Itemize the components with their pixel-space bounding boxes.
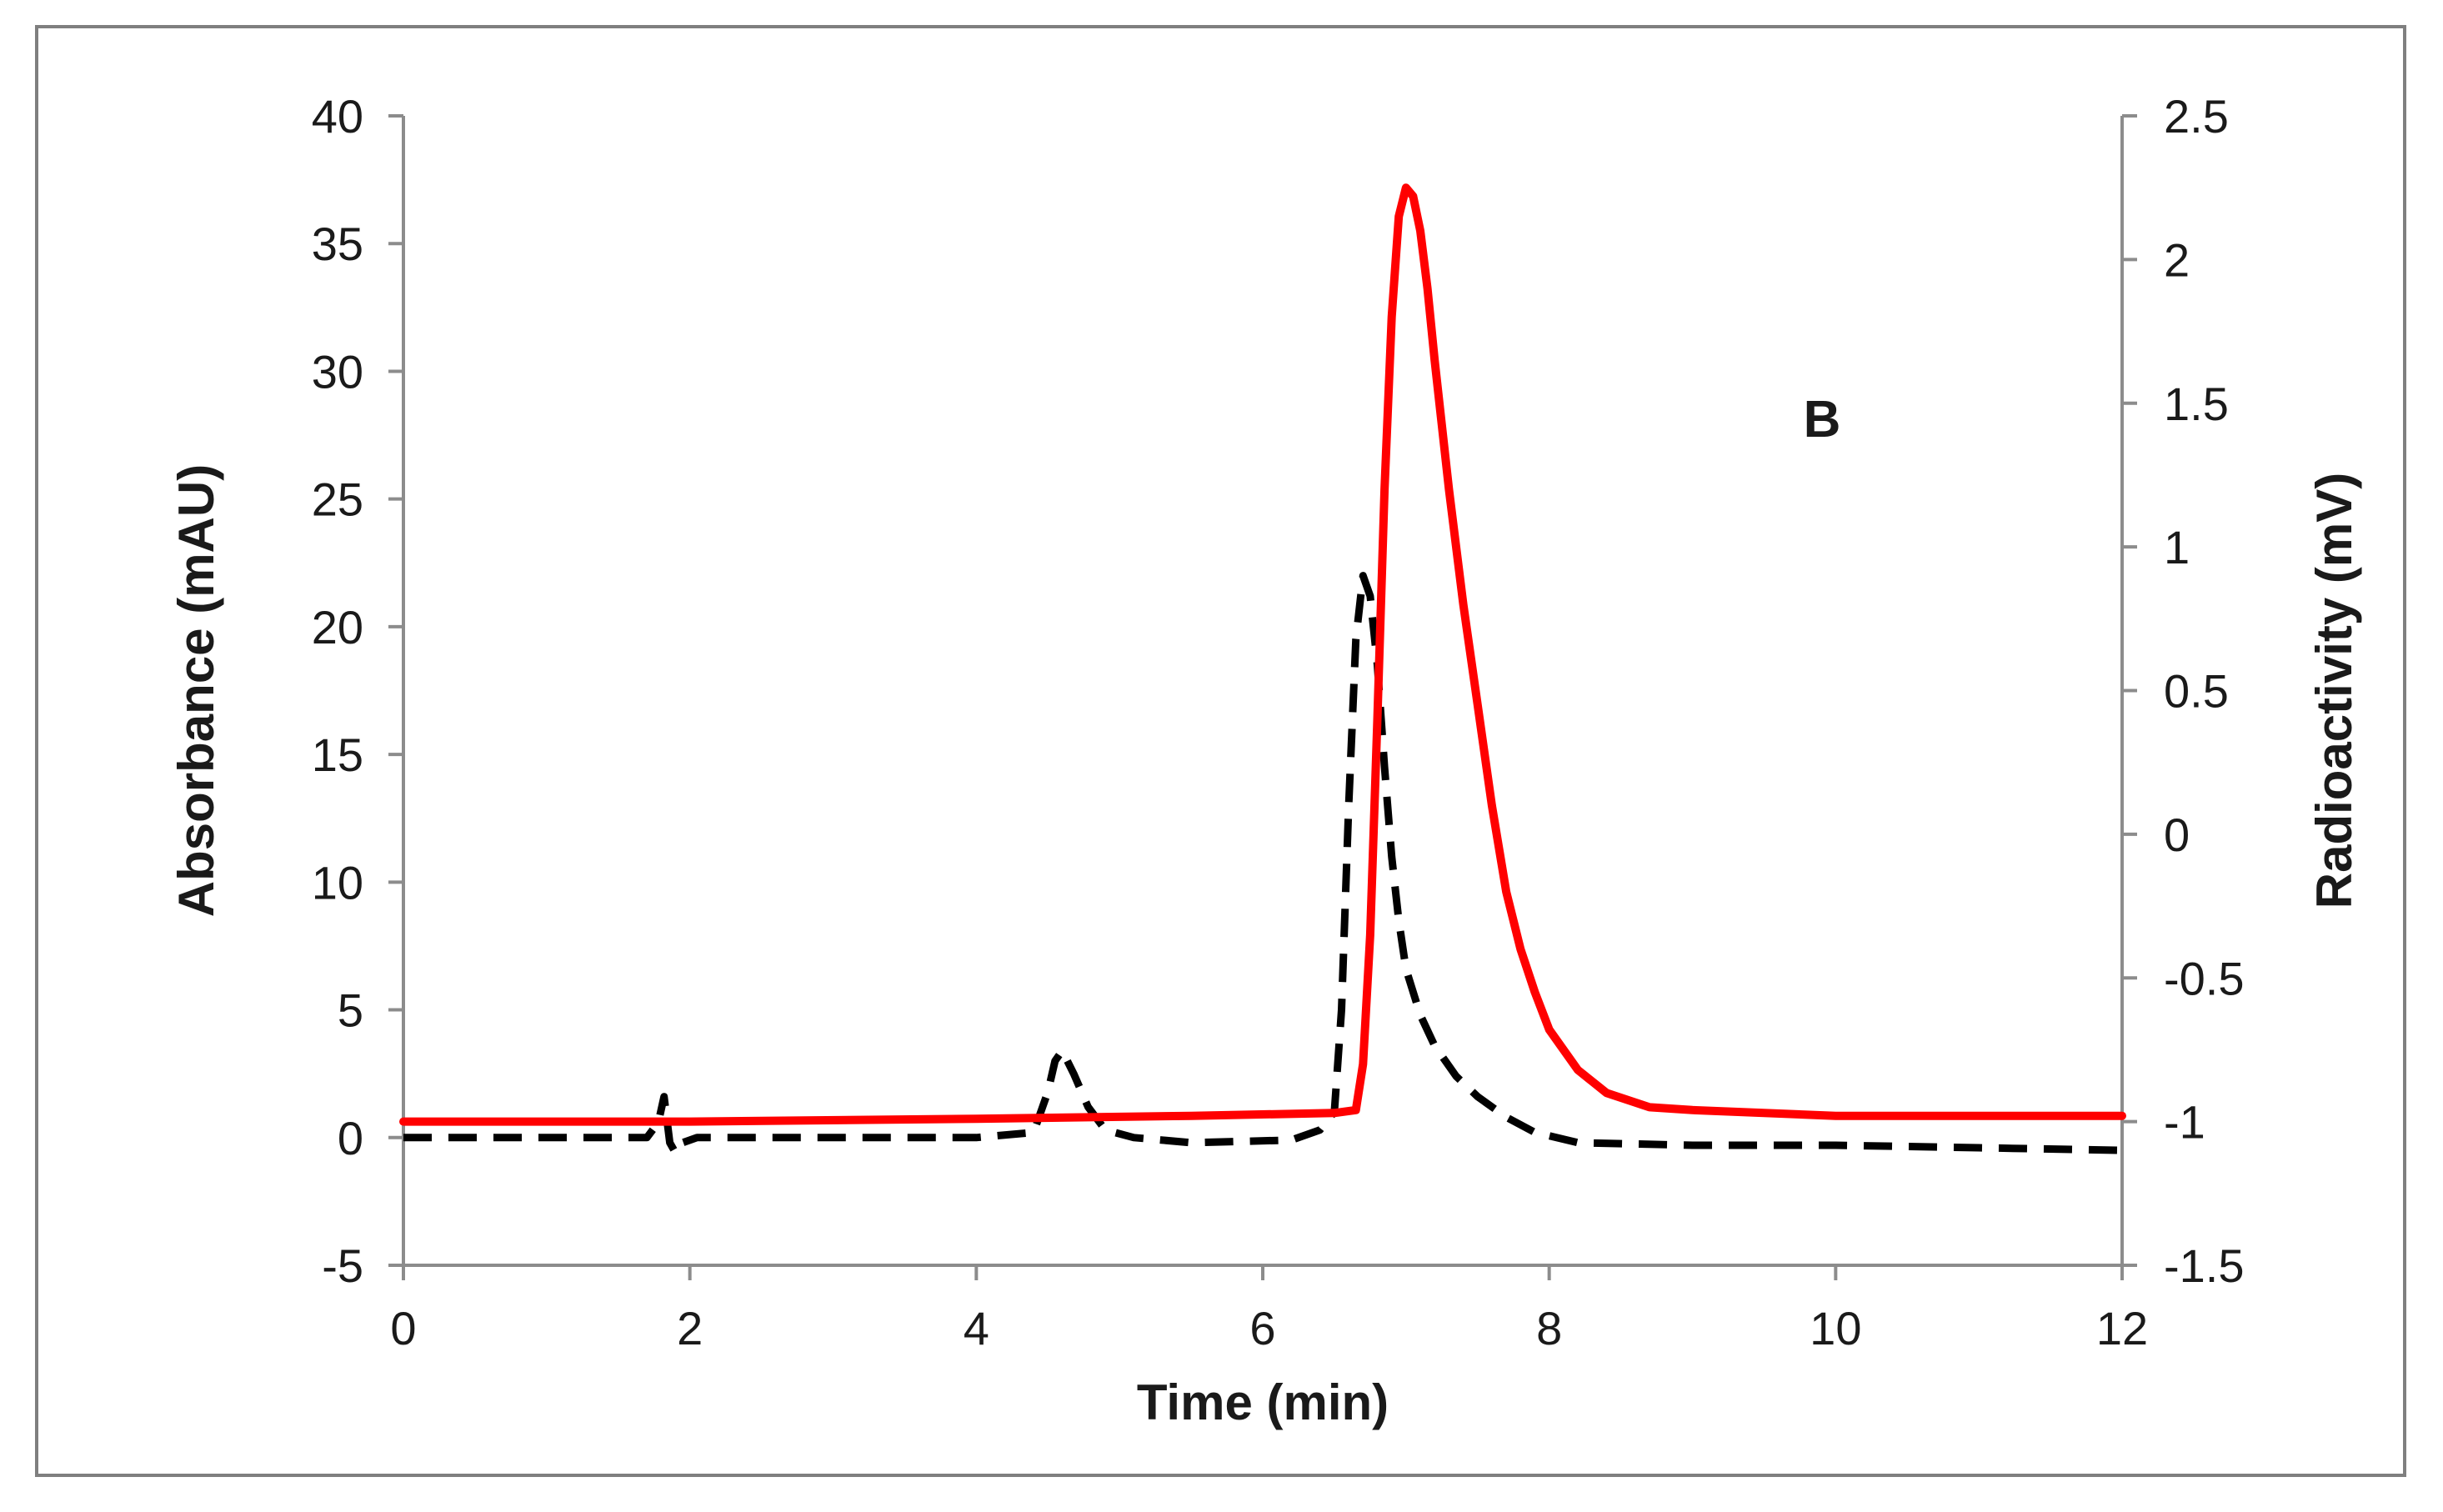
x-tick-label: 8: [1536, 1302, 1562, 1354]
x-tick-label: 10: [1810, 1302, 1861, 1354]
x-tick-label: 6: [1249, 1302, 1275, 1354]
x-tick-label: 0: [390, 1302, 416, 1354]
y-right-tick-label: 1: [2164, 521, 2190, 573]
x-tick-label: 12: [2096, 1302, 2148, 1354]
y-left-tick-label: 0: [338, 1112, 363, 1164]
y-right-tick-label: -0.5: [2164, 952, 2245, 1004]
y-right-tick-label: -1: [2164, 1096, 2205, 1149]
y-left-tick-label: 20: [312, 601, 363, 653]
y-left-tick-label: 25: [312, 473, 363, 526]
series-line-absorbance: [403, 572, 2123, 1157]
y-left-tick-label: 10: [312, 856, 363, 909]
y-left-tick-label: 30: [312, 345, 363, 398]
chart-frame: 0 2 4 6 8 10 12 -5 0 5 10 15 20 25 30 35 40 -1.5 -1 -0.5 0…: [35, 25, 2406, 1477]
y-right-axis-title: Radioactivity (mV): [2306, 473, 2362, 909]
x-ticks: 0 2 4 6 8 10 12: [390, 1265, 2148, 1354]
y-right-tick-label: 0: [2164, 809, 2190, 861]
y-left-tick-label: 35: [312, 218, 363, 270]
y-left-tick-label: 5: [338, 984, 363, 1037]
y-left-tick-label: 15: [312, 728, 363, 781]
y-left-tick-label: -5: [322, 1239, 363, 1292]
series-layer: [399, 183, 2126, 1157]
x-axis-title: Time (min): [1137, 1374, 1389, 1430]
x-tick-label: 4: [964, 1302, 989, 1354]
y-right-tick-label: 2: [2164, 233, 2190, 286]
x-tick-label: 2: [677, 1302, 703, 1354]
y-left-axis-title: Absorbance (mAU): [168, 464, 224, 917]
y-left-tick-label: 40: [312, 90, 363, 143]
y-right-tick-label: -1.5: [2164, 1239, 2245, 1292]
y-left-ticks: -5 0 5 10 15 20 25 30 35 40: [312, 90, 403, 1292]
series-line-radioactivity: [399, 183, 2126, 1126]
y-right-tick-label: 2.5: [2164, 90, 2229, 143]
y-right-ticks: -1.5 -1 -0.5 0 0.5 1 1.5 2 2.5: [2122, 90, 2245, 1292]
y-right-tick-label: 0.5: [2164, 665, 2229, 718]
panel-label: B: [1804, 391, 1841, 448]
y-right-tick-label: 1.5: [2164, 378, 2229, 430]
